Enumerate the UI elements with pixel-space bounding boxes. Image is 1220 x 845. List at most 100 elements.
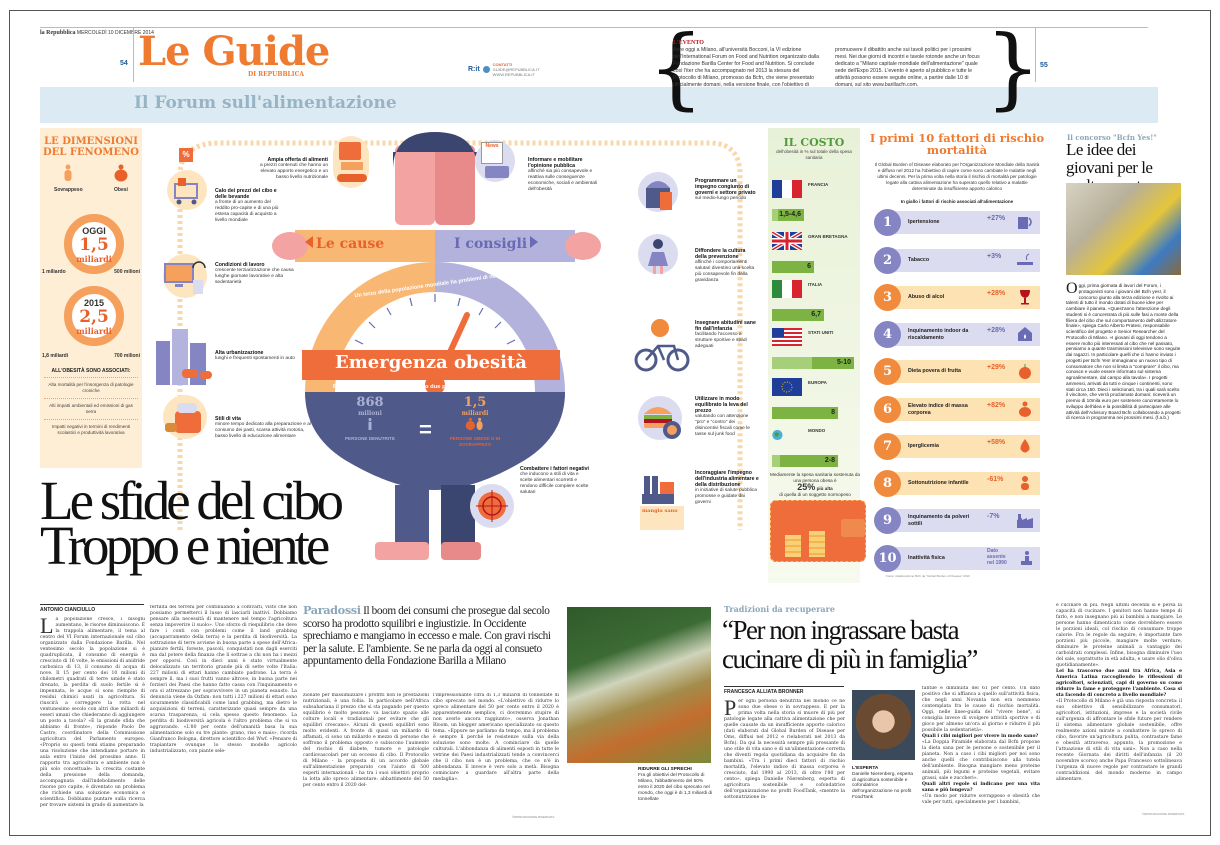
byline: ANTONIO CIANCIULLO: [40, 604, 144, 613]
section-subtitle: DI REPUBBLICA: [248, 71, 305, 78]
legend-sovrappeso: Sovrappeso: [54, 164, 83, 193]
contacts-site[interactable]: WWW.REPUBBLICA.IT: [492, 72, 535, 77]
obese-person-icon: [1019, 401, 1031, 417]
country-row-gran-bretagna: GRAN BRETAGNA 6: [770, 230, 848, 273]
cause-item-5: Stili di vita minore tempo dedicato alla …: [215, 416, 311, 439]
consiglio-item-1: Informare e mobilitare l'opinione pubbli…: [528, 157, 598, 192]
flag-eu-icon: [772, 378, 802, 396]
consiglio-item-3: Diffondere la cultura della prevenzione a…: [695, 248, 755, 283]
arrow-right-icon: [530, 236, 539, 248]
obese-people-icon: [465, 417, 483, 431]
obesi-stat: 1,5 miliardi PERSONE OBESE O IN SOVRAPPE…: [449, 395, 501, 447]
forum-title: Il Forum sull'alimentazione: [134, 93, 397, 113]
cost-bar: 6: [772, 261, 814, 273]
mangia-sano-label: mangia sano: [642, 508, 678, 514]
contacts-label: CONTATTI: [492, 62, 513, 67]
cost-bar: 5-10: [772, 357, 854, 369]
cause-item-1: Ampia offerta di alimenti a prezzi conten…: [259, 157, 328, 180]
page-number-left: 54: [120, 60, 128, 67]
rischio-title: I primi 10 fattori di rischio mortalità: [869, 131, 1045, 157]
evento-col1: L'EVENTO Apre oggi a Milano, all'univers…: [673, 40, 821, 89]
ring-2015: 2015 2,5 miliardi: [64, 286, 124, 346]
globe-icon: [482, 66, 490, 73]
risk-row-3: 3 Abuso di alcol +28%: [874, 284, 1040, 311]
assoc-item: Alti impatti ambientali ed emissioni di …: [44, 398, 138, 419]
consiglio-item-6: Incoraggiare l'impegno dell'industria al…: [695, 470, 759, 505]
cost-bar: 2-8: [772, 455, 838, 467]
newspaper-name: la Repubblica: [40, 30, 76, 36]
oggi-sovrappeso-value: 1 miliardo: [42, 269, 66, 275]
cigarette-icon: [1017, 253, 1033, 265]
cost-bar: 6,7: [772, 309, 824, 321]
arrow-left-icon: [305, 236, 313, 248]
rischio-description: Il Global Burden of Disease elaborato pe…: [874, 162, 1040, 191]
food-waste-photo: [567, 607, 711, 763]
drop-icon: [1020, 439, 1030, 453]
cart-icon: [167, 170, 207, 210]
risk-row-8: 8 Sottonutrizione infantile -61%: [874, 470, 1040, 497]
wallet-icon: [770, 500, 866, 562]
country-row-europa: EUROPA 8: [772, 378, 838, 419]
rischio-legend: In giallo i fattori di rischio associati…: [900, 199, 1014, 204]
oggi-obesi-value: 500 milioni: [114, 269, 140, 275]
costo-subtitle: dell'obesità in % sul totale della spesa…: [776, 149, 852, 160]
evento-label: L'EVENTO: [673, 40, 704, 46]
emergenza-title: Emergenza obesità: [335, 352, 527, 373]
concorso-photo: [1066, 183, 1181, 275]
risk-row-1: 1 Ipertensione +27%: [874, 209, 1040, 236]
interview-col-3: è cucinare di più. Negli ultimi decenni …: [1056, 603, 1182, 782]
dotted-path: [177, 140, 743, 530]
country-row-mondo: MONDO 2-8: [772, 426, 838, 467]
wine-glass-icon: [1020, 290, 1030, 305]
assoc-list: ALL'OBESITÀ SONO ASSOCIATI: Alta mortali…: [44, 368, 138, 440]
2015-sovrappeso-value: 1,8 miliardi: [42, 353, 69, 359]
contacts-email[interactable]: GUIDE@REPUBBLICA.IT: [492, 67, 540, 72]
risk-row-10: 10 Inattività fisica Dato assente nel 1990: [874, 545, 1040, 572]
section-title: Le Guide: [138, 28, 330, 75]
bike-ball-icon: [634, 318, 690, 376]
burger-money-bag-icon: [638, 396, 682, 440]
forum-band: [40, 87, 1158, 123]
armchair-gamepad-icon: [163, 395, 207, 439]
country-row-italia: ITALIA 6,7: [772, 280, 824, 321]
city-icon: [156, 325, 212, 385]
emergenza-subtitle: Per ogni persona denutrita ci sono due p…: [332, 384, 530, 390]
dimensioni-title: LE DIMENSIONI DEL FENOMENO: [43, 136, 139, 158]
interview-col-2: fantile è diminuita del 61 per cento. Un…: [922, 686, 1040, 805]
factory-mangia-sano-icon: mangia sano: [640, 470, 686, 532]
i-consigli-label: I consigli: [454, 236, 539, 252]
rep-logo-icon: R:it: [468, 66, 480, 73]
cause-item-3: Condizioni di lavoro crescente terziarizz…: [215, 262, 294, 285]
risk-row-7: 7 Iperglicemia +58%: [874, 433, 1040, 460]
consiglio-item-7: Combattere i fattori negativi che inducon…: [520, 466, 589, 495]
risk-row-6: 6 Elevato indice di massa corporea +82%: [874, 396, 1040, 423]
equals-sign: =: [419, 417, 432, 442]
flag-france-icon: [772, 180, 802, 198]
assoc-item: Alta mortalità per l'insorgenza di patol…: [44, 377, 138, 398]
apple-icon: [1019, 364, 1031, 379]
denutriti-stat: 868 milioni PERSONE DENUTRITE: [344, 395, 396, 442]
2015-obesi-value: 700 milioni: [114, 353, 140, 359]
blood-pressure-icon: [1018, 217, 1032, 229]
pregnant-woman-icon: [638, 234, 678, 274]
news-label: News: [481, 142, 503, 164]
header-rule: [40, 27, 1148, 28]
costo-note: Mediamente la spesa sanitaria sostenuta …: [770, 472, 860, 497]
le-cause-label: Le cause: [305, 236, 384, 252]
consiglio-item-5: Utilizzare in modo equilibrato la leva d…: [695, 396, 750, 437]
paradossi-deck: Paradossi Il boom dei consumi che proseg…: [303, 603, 551, 667]
concorso-kicker: Il concorso "Bcfn Yes!": [1067, 133, 1157, 142]
sitting-person-icon: [1021, 551, 1032, 565]
country-row-stati-uniti: STATI UNITI 5-10: [772, 328, 854, 369]
masthead-date-line: la Repubblica MERCOLEDÌ 10 DICEMBRE 2014: [40, 30, 154, 36]
baby-icon: [1021, 476, 1029, 490]
obese-person-icon: [114, 164, 128, 182]
interview-kicker: Tradizioni da recuperare: [724, 604, 835, 614]
header-divider: [133, 27, 134, 82]
dimensioni-panel: LE DIMENSIONI DEL FENOMENO Sovrappeso Ob…: [40, 128, 142, 468]
thin-person-icon: [368, 418, 372, 430]
expert-caption: L'ESPERTA Danielle Nierenberg, esperta d…: [852, 766, 914, 800]
issue-date: MERCOLEDÌ 10 DICEMBRE 2014: [76, 30, 154, 36]
